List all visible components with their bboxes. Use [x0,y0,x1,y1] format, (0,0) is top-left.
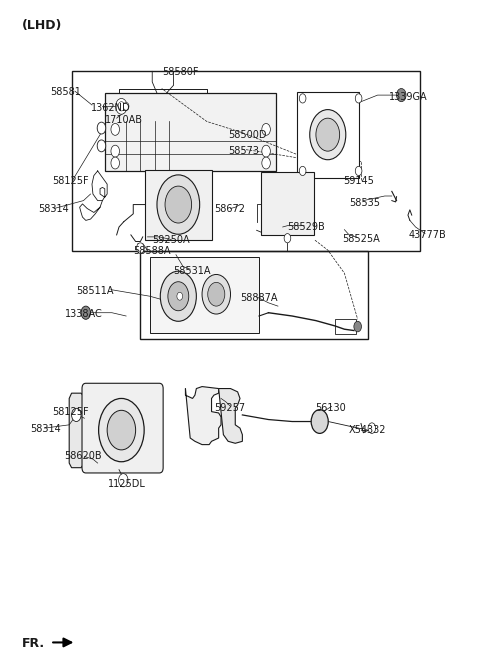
Text: 58525A: 58525A [342,234,380,244]
Text: 58500D: 58500D [228,130,266,140]
Circle shape [98,398,144,462]
Text: 43777B: 43777B [408,230,446,240]
Text: 58573: 58573 [228,146,259,156]
Bar [261,172,313,235]
Text: 58535: 58535 [349,198,380,207]
Text: 58581: 58581 [50,87,81,97]
Circle shape [202,275,230,314]
Text: 58887A: 58887A [240,293,277,303]
Circle shape [300,166,306,176]
Text: 58314: 58314 [38,204,69,214]
Circle shape [262,157,270,169]
Circle shape [310,110,346,160]
Text: 58314: 58314 [30,424,60,434]
Circle shape [354,321,361,332]
Circle shape [160,271,196,321]
Circle shape [97,140,106,152]
Text: 59257: 59257 [214,403,245,413]
Circle shape [396,88,406,102]
Circle shape [300,94,306,103]
Circle shape [262,124,270,135]
Text: 58529B: 58529B [288,222,325,232]
Text: X54332: X54332 [349,425,386,435]
Text: 1339GA: 1339GA [389,92,428,102]
Polygon shape [185,386,221,445]
Circle shape [97,122,106,134]
Circle shape [72,408,81,422]
Text: 58125F: 58125F [53,406,89,417]
Circle shape [368,423,376,434]
FancyBboxPatch shape [82,383,163,473]
Text: 59250A: 59250A [152,235,190,245]
Bar [297,92,359,178]
Circle shape [81,306,91,319]
Bar [72,71,420,251]
Circle shape [262,145,270,157]
Text: 58580F: 58580F [162,67,198,77]
Circle shape [316,118,340,151]
Circle shape [119,473,128,487]
Circle shape [157,175,200,234]
Text: 58511A: 58511A [76,286,114,296]
Circle shape [355,94,362,103]
Bar [145,170,212,240]
Circle shape [284,233,291,243]
Bar [150,257,259,332]
Circle shape [111,124,120,135]
Circle shape [355,166,362,176]
Text: 58620B: 58620B [64,452,102,462]
Circle shape [137,243,144,253]
Text: 58125F: 58125F [53,176,89,186]
Text: 58672: 58672 [214,204,245,214]
Text: FR.: FR. [22,637,45,650]
Circle shape [118,102,125,111]
Bar [335,319,356,334]
Polygon shape [69,393,84,467]
Text: 56130: 56130 [315,403,346,413]
Circle shape [208,283,225,306]
Circle shape [111,157,120,169]
Text: (LHD): (LHD) [22,19,62,33]
Circle shape [168,282,189,311]
Text: 1125DL: 1125DL [108,479,146,489]
Text: 1338AC: 1338AC [64,309,102,319]
Text: 58531A: 58531A [174,266,211,276]
Circle shape [177,293,182,300]
Circle shape [311,410,328,434]
Text: 59145: 59145 [343,176,374,186]
Polygon shape [219,388,242,444]
Circle shape [165,186,192,223]
Text: 1710AB: 1710AB [105,115,143,125]
Circle shape [111,145,120,157]
Text: 1362ND: 1362ND [91,103,130,113]
Circle shape [107,410,136,450]
Text: 58588A: 58588A [133,247,171,257]
Circle shape [116,98,127,114]
Bar [105,93,276,171]
Bar [140,251,368,339]
Circle shape [123,102,129,110]
